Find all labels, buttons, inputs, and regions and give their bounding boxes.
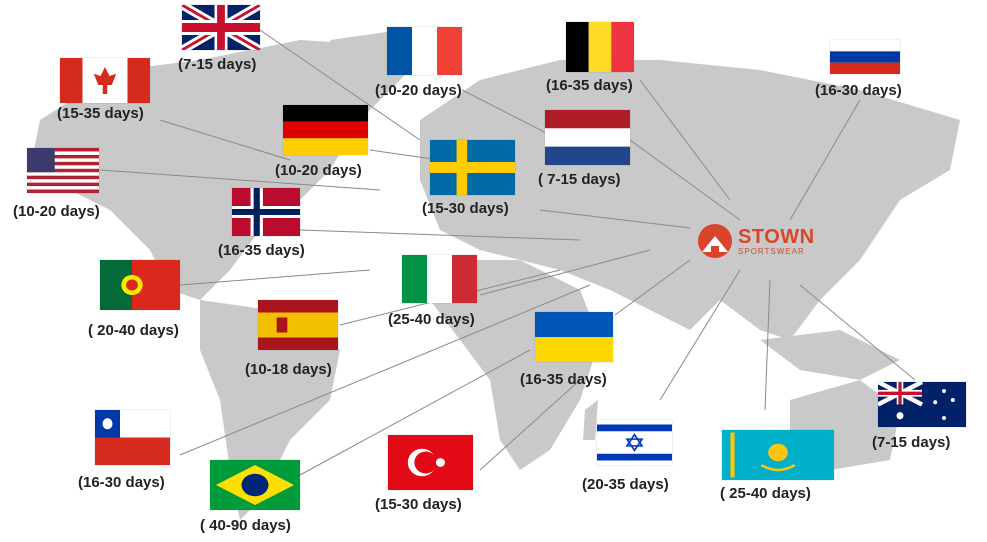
flag-norway-icon: [232, 188, 300, 236]
flag-france-icon: [387, 27, 462, 75]
flag-russia-icon: [830, 40, 900, 74]
days-label: (10-18 days): [245, 361, 332, 378]
flag-usa-icon: [27, 148, 99, 193]
flag-uk-icon: [182, 5, 260, 50]
days-label: ( 40-90 days): [200, 517, 291, 534]
days-label: (25-40 days): [388, 311, 475, 328]
flag-portugal-icon: [100, 260, 180, 310]
flag-ukraine-icon: [535, 312, 613, 362]
days-label: (16-35 days): [520, 371, 607, 388]
days-label: (7-15 days): [178, 56, 257, 73]
flag-israel-icon: [597, 420, 672, 465]
days-label: (15-30 days): [375, 496, 462, 513]
flag-germany-icon: [283, 105, 368, 155]
flag-sweden-icon: [430, 140, 515, 195]
days-label: (7-15 days): [872, 434, 951, 451]
days-label: (20-35 days): [582, 476, 669, 493]
days-label: (16-35 days): [546, 77, 633, 94]
stown-logo: STOWN SPORTSWEAR: [696, 222, 815, 260]
days-label: (16-30 days): [78, 474, 165, 491]
logo-subtitle: SPORTSWEAR: [738, 246, 805, 256]
days-label: (16-30 days): [815, 82, 902, 99]
days-label: (10-20 days): [13, 203, 100, 220]
flag-italy-icon: [402, 255, 477, 303]
flag-kazakhstan-icon: [722, 430, 834, 480]
logo-brand: STOWN: [738, 225, 815, 248]
days-label: (15-35 days): [57, 105, 144, 122]
flag-canada-icon: [60, 58, 150, 103]
days-label: (10-20 days): [375, 82, 462, 99]
flag-netherlands-icon: [545, 110, 630, 165]
flag-chile-icon: [95, 410, 170, 465]
days-label: (15-30 days): [422, 200, 509, 217]
flag-turkey-icon: [388, 435, 473, 490]
flag-spain-icon: [258, 300, 338, 350]
flag-belgium-icon: [566, 22, 634, 72]
days-label: (16-35 days): [218, 242, 305, 259]
days-label: ( 20-40 days): [88, 322, 179, 339]
days-label: (10-20 days): [275, 162, 362, 179]
flag-brazil-icon: [210, 460, 300, 510]
mountain-logo-icon: [698, 224, 732, 258]
flag-australia-icon: [878, 382, 966, 427]
madagascar: [583, 400, 598, 440]
days-label: ( 25-40 days): [720, 485, 811, 502]
southeast-asia: [760, 330, 900, 380]
days-label: ( 7-15 days): [538, 171, 621, 188]
